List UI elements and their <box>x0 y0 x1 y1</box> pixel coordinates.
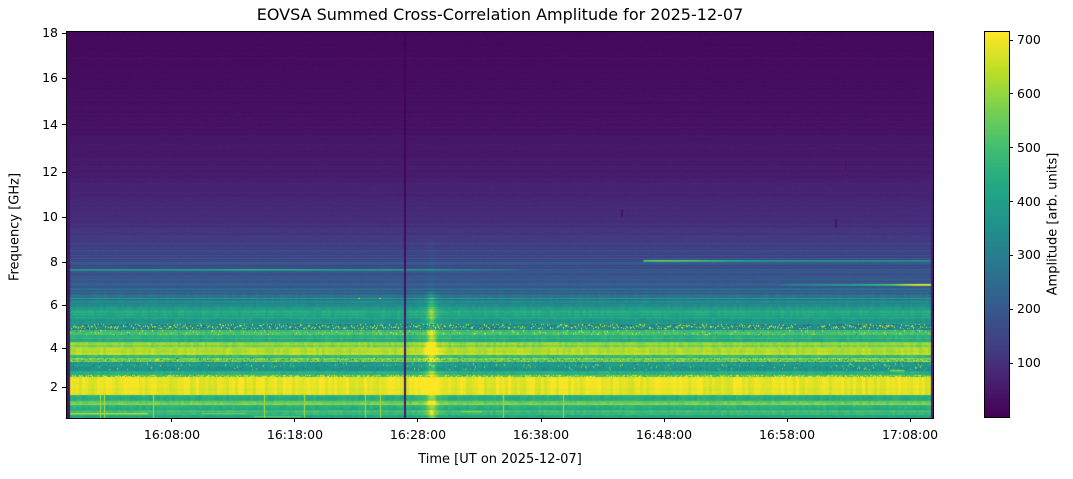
y-tick-label: 18 <box>42 25 58 40</box>
y-tick-label: 4 <box>50 340 58 356</box>
colorbar-tick-label: 300 <box>1017 247 1041 263</box>
x-tick-label: 16:48:00 <box>635 427 693 442</box>
y-tick-mark <box>62 261 66 263</box>
chart-title: EOVSA Summed Cross-Correlation Amplitude… <box>256 5 744 24</box>
heatmap-canvas <box>67 32 933 418</box>
x-tick-mark <box>663 418 665 422</box>
y-tick-label: 2 <box>50 379 58 394</box>
colorbar-tick-mark <box>1009 201 1013 203</box>
x-tick-mark <box>417 418 419 422</box>
colorbar <box>984 31 1010 418</box>
x-tick-mark <box>294 418 296 422</box>
colorbar-tick-label: 500 <box>1017 139 1041 155</box>
colorbar-canvas <box>985 32 1009 417</box>
colorbar-tick-mark <box>1009 308 1013 310</box>
y-tick-label: 6 <box>50 297 58 313</box>
x-tick-mark <box>786 418 788 422</box>
x-tick-mark <box>171 418 173 422</box>
x-tick-mark <box>909 418 911 422</box>
colorbar-tick-mark <box>1009 147 1013 149</box>
y-tick-mark <box>62 77 66 79</box>
y-tick-label: 10 <box>42 209 58 224</box>
colorbar-tick-mark <box>1009 362 1013 364</box>
colorbar-tick-mark <box>1009 254 1013 256</box>
y-tick-mark <box>62 347 66 349</box>
x-tick-label: 17:08:00 <box>881 427 939 442</box>
x-axis-label: Time [UT on 2025-12-07] <box>418 452 582 467</box>
y-tick-mark <box>62 124 66 126</box>
x-tick-label: 16:18:00 <box>266 427 324 442</box>
colorbar-tick-mark <box>1009 39 1013 41</box>
y-tick-mark <box>62 32 66 34</box>
plot-area <box>66 31 934 419</box>
x-tick-label: 16:58:00 <box>758 427 816 442</box>
colorbar-tick-label: 200 <box>1017 301 1041 317</box>
colorbar-tick-mark <box>1009 93 1013 95</box>
colorbar-tick-label: 100 <box>1017 355 1041 371</box>
y-tick-mark <box>62 216 66 218</box>
colorbar-tick-label: 400 <box>1017 193 1041 209</box>
y-tick-mark <box>62 386 66 388</box>
y-tick-mark <box>62 171 66 173</box>
x-tick-label: 16:28:00 <box>389 427 447 442</box>
y-tick-label: 8 <box>50 254 58 270</box>
colorbar-tick-label: 600 <box>1017 85 1041 101</box>
x-tick-label: 16:08:00 <box>143 427 201 442</box>
x-tick-label: 16:38:00 <box>512 427 570 442</box>
colorbar-tick-label: 700 <box>1017 32 1041 48</box>
y-tick-label: 14 <box>42 116 58 132</box>
y-tick-label: 16 <box>42 70 58 85</box>
y-tick-label: 12 <box>42 164 58 179</box>
x-tick-mark <box>540 418 542 422</box>
y-tick-mark <box>62 304 66 306</box>
